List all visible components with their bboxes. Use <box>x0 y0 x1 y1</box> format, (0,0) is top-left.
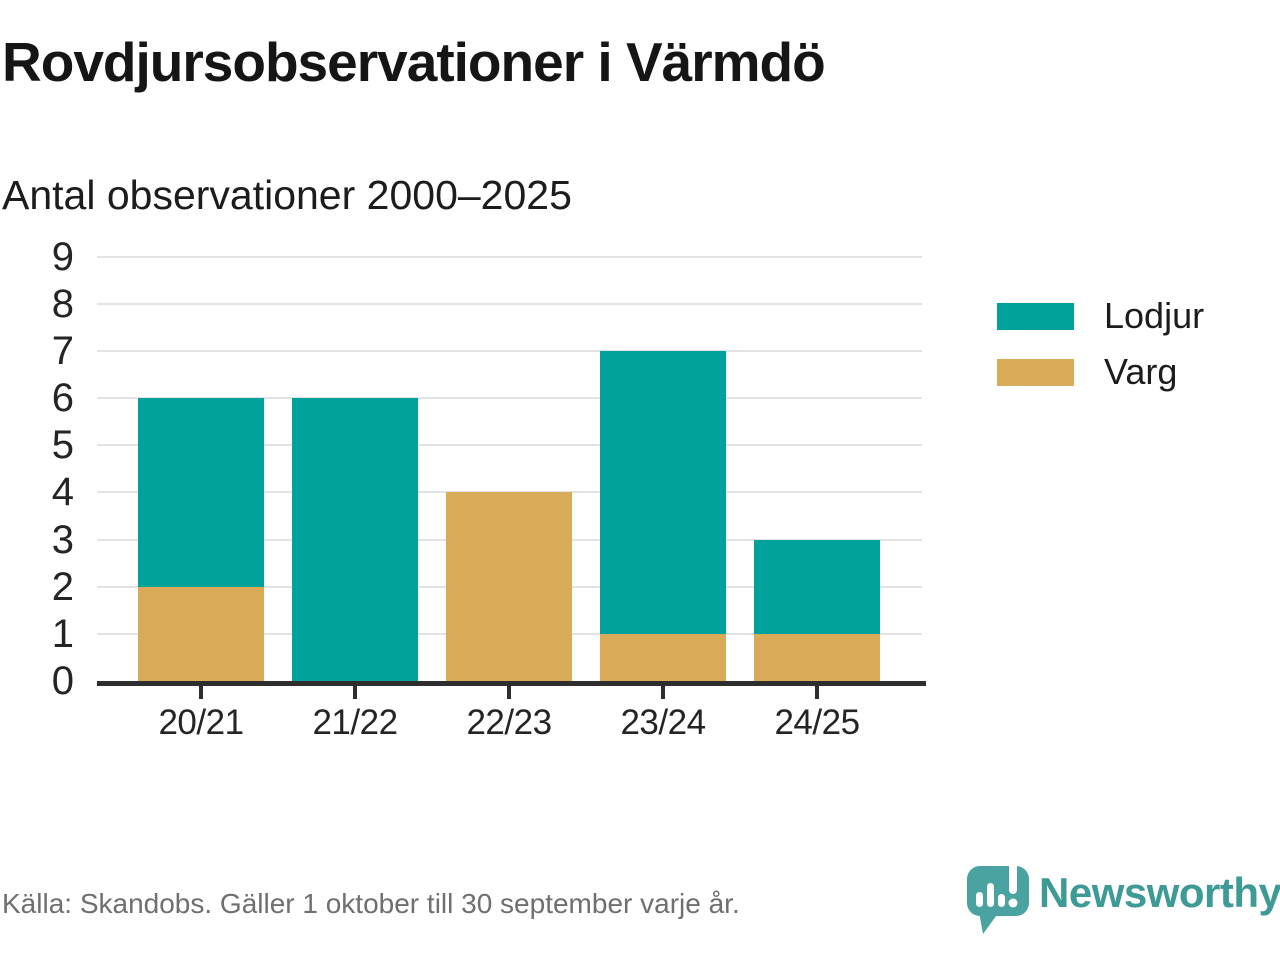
bar-segment-varg-22/23 <box>446 492 572 681</box>
x-axis-label-22/23: 22/23 <box>466 703 552 742</box>
legend-swatch-varg <box>997 359 1074 386</box>
chart-title: Rovdjursobservationer i Värmdö <box>2 31 826 93</box>
gridline-y9 <box>97 255 922 258</box>
y-axis-label-9: 9 <box>51 234 74 279</box>
bar-segment-lodjur-20/21 <box>138 398 264 587</box>
bar-segment-varg-20/21 <box>138 586 264 681</box>
bar-segment-lodjur-23/24 <box>600 350 726 634</box>
y-axis-label-1: 1 <box>51 611 74 656</box>
gridline-y5 <box>97 444 922 447</box>
y-axis-label-7: 7 <box>51 328 74 373</box>
y-axis-label-6: 6 <box>51 376 74 421</box>
legend-swatch-lodjur <box>997 303 1074 330</box>
legend-label-varg: Varg <box>1104 351 1178 392</box>
x-axis-label-23/24: 23/24 <box>620 703 706 742</box>
x-axis-label-20/21: 20/21 <box>158 703 244 742</box>
y-axis-label-0: 0 <box>51 659 74 703</box>
x-tick-21/22 <box>353 686 357 699</box>
gridline-y7 <box>97 349 922 352</box>
gridline-y6 <box>97 397 922 400</box>
legend-label-lodjur: Lodjur <box>1104 295 1205 336</box>
x-tick-24/25 <box>815 686 819 699</box>
bar-segment-varg-23/24 <box>600 633 726 681</box>
y-axis-label-3: 3 <box>51 517 74 562</box>
newsworthy-logo-icon <box>967 860 1029 934</box>
bar-segment-lodjur-24/25 <box>754 539 880 634</box>
x-axis-label-21/22: 21/22 <box>312 703 398 742</box>
chart-subtitle: Antal observationer 2000–2025 <box>2 172 572 218</box>
bar-segment-lodjur-21/22 <box>292 398 418 681</box>
bar-segment-varg-24/25 <box>754 633 880 681</box>
y-axis-label-2: 2 <box>51 564 74 609</box>
y-axis-label-5: 5 <box>51 423 74 468</box>
newsworthy-brand: Newsworthy <box>963 856 1280 936</box>
brand-name: Newsworthy <box>1039 869 1280 916</box>
x-tick-23/24 <box>661 686 665 699</box>
y-axis-label-4: 4 <box>51 470 74 515</box>
source-note: Källa: Skandobs. Gäller 1 oktober till 3… <box>2 888 740 919</box>
x-axis-line <box>97 681 926 686</box>
y-axis-label-8: 8 <box>51 281 74 326</box>
x-tick-20/21 <box>199 686 203 699</box>
x-axis-label-24/25: 24/25 <box>774 703 860 742</box>
x-tick-22/23 <box>507 686 511 699</box>
gridline-y8 <box>97 302 922 305</box>
